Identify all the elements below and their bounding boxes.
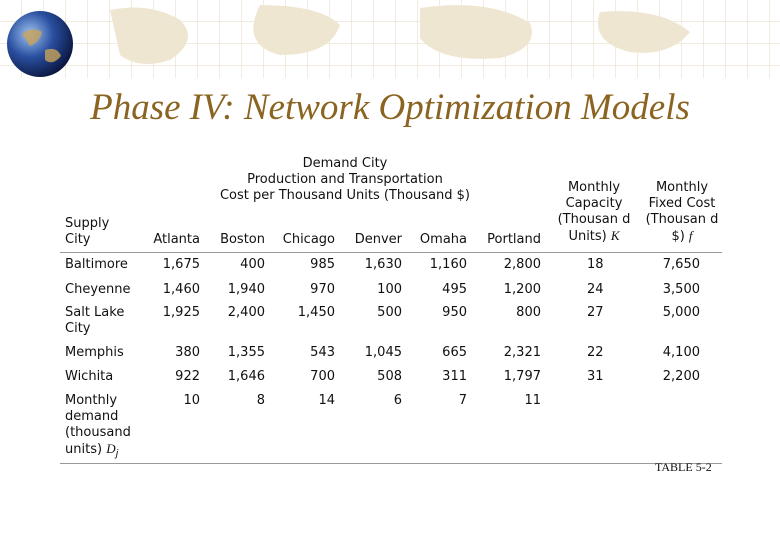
cell: 24 [587,282,604,297]
cell: 495 [442,282,467,297]
cell: 10 [183,393,200,408]
row-label: Baltimore [65,257,128,272]
row-label: Memphis [65,345,124,360]
cell: 6 [393,393,402,408]
column-header: Chicago [282,232,335,247]
row-label: Cheyenne [65,282,131,297]
cell: 543 [310,345,335,360]
cell: 970 [310,282,335,297]
cell: 11 [524,393,541,408]
row-label: Wichita [65,369,114,384]
cell: 2,400 [227,305,265,320]
row-label-subscript: j [115,448,119,460]
cell: 1,646 [227,369,265,384]
group-header-line: Production and Transportation [247,172,443,187]
cell: 100 [377,282,402,297]
cell: 4,100 [662,345,700,360]
cell: 22 [587,345,604,360]
cell: 922 [175,369,200,384]
column-header: Atlanta [153,232,200,247]
cell: 1,045 [364,345,402,360]
cell: 7,650 [662,257,700,272]
column-header-text: Monthly Capacity (Thousan d Units) [557,180,631,244]
column-header: Portland [487,232,541,247]
bottom-rule [60,463,722,464]
cell: 1,940 [227,282,265,297]
cell: 8 [256,393,265,408]
table-caption: TABLE 5-2 [655,460,712,474]
row-label-symbol: D [106,441,116,456]
cell: 1,630 [364,257,402,272]
cell: 1,460 [162,282,200,297]
column-header: Boston [220,232,265,247]
header-rule [60,252,722,253]
group-header-line: Demand City [302,156,388,171]
cell: 985 [310,257,335,272]
row-header: Supply City [65,216,110,247]
column-header-symbol: K [610,228,620,243]
group-header-line: Cost per Thousand Units (Thousand $) [219,188,470,203]
cell: 1,797 [503,369,541,384]
column-header: Denver [354,232,402,247]
column-header-text: Monthly Fixed Cost (Thousan d $) [645,180,719,244]
cell: 1,160 [429,257,467,272]
map-banner [0,0,780,78]
globe-icon [7,11,73,77]
cell: 31 [587,369,604,384]
column-header: Monthly Capacity (Thousan d Units) K [555,180,633,245]
cell: 1,200 [503,282,541,297]
cell: 508 [377,369,402,384]
cell: 2,321 [503,345,541,360]
column-header: Omaha [419,232,467,247]
cell: 1,355 [227,345,265,360]
cell: 500 [377,305,402,320]
column-header-symbol: f [688,228,693,243]
row-label: Salt Lake City [65,305,125,336]
cell: 700 [310,369,335,384]
row-label-text: Monthly demand (thousand units) [65,393,131,457]
column-header: Monthly Fixed Cost (Thousan d $) f [643,180,721,245]
cell: 800 [516,305,541,320]
cell: 5,000 [662,305,700,320]
cell: 3,500 [662,282,700,297]
cell: 2,800 [503,257,541,272]
cell: 1,450 [297,305,335,320]
cell: 950 [442,305,467,320]
group-header: Demand City Production and Transportation… [190,156,500,204]
cell: 18 [587,257,604,272]
cell: 311 [442,369,467,384]
cell: 2,200 [662,369,700,384]
cell: 27 [587,305,604,320]
cell: 380 [175,345,200,360]
slide-title: Phase IV: Network Optimization Models [90,87,690,128]
cell: 400 [240,257,265,272]
row-label: Monthly demand (thousand units) Dj [65,393,135,463]
cell: 7 [458,393,467,408]
cell: 1,675 [162,257,200,272]
cell: 1,925 [162,305,200,320]
cell: 14 [318,393,335,408]
cell: 665 [442,345,467,360]
